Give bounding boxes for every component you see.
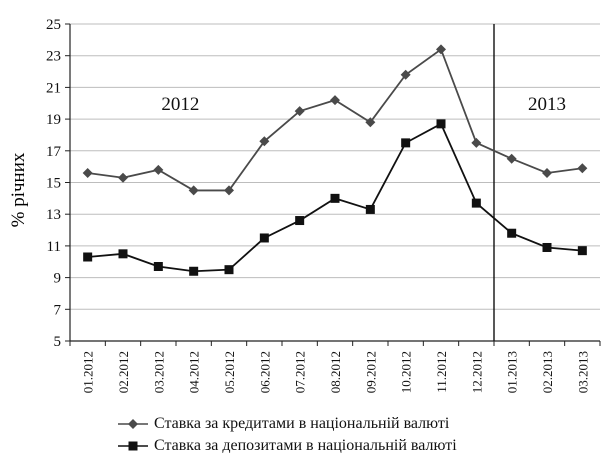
x-tick-label: 07.2012 xyxy=(293,351,308,393)
legend-label-deposit: Ставка за депозитами в національній валю… xyxy=(154,437,457,454)
x-tick-label: 06.2012 xyxy=(257,351,272,393)
data-point-square xyxy=(83,252,93,262)
data-point-diamond xyxy=(82,167,93,178)
x-tick-label: 02.2012 xyxy=(116,351,131,393)
data-point-square xyxy=(224,265,234,275)
y-tick-label: 19 xyxy=(46,112,61,128)
y-tick-label: 23 xyxy=(46,49,61,65)
x-tick-label: 05.2012 xyxy=(222,351,237,393)
data-point-square xyxy=(118,249,128,259)
annotation-2012: 2012 xyxy=(161,94,199,115)
data-point-square xyxy=(365,204,375,214)
legend-item-credit: Ставка за кредитами в національній валют… xyxy=(118,413,588,435)
legend-marker-square xyxy=(118,441,148,451)
y-tick-label: 7 xyxy=(54,302,62,318)
y-tick-label: 15 xyxy=(46,176,61,192)
data-point-diamond xyxy=(400,69,411,80)
x-tick-label: 11.2012 xyxy=(434,351,449,393)
x-tick-label: 02.2013 xyxy=(540,351,555,393)
data-point-square xyxy=(401,138,411,148)
data-point-diamond xyxy=(365,117,376,128)
legend-item-deposit: Ставка за депозитами в національній валю… xyxy=(118,435,588,457)
annotation-2013: 2013 xyxy=(528,94,566,115)
data-point-diamond xyxy=(259,136,270,147)
data-point-diamond xyxy=(471,137,482,148)
data-point-diamond xyxy=(224,185,234,196)
y-tick-label: 5 xyxy=(54,334,62,350)
x-tick-label: 03.2012 xyxy=(151,351,166,393)
y-tick-label: 13 xyxy=(46,207,61,223)
y-tick-label: 11 xyxy=(47,239,61,255)
data-point-square xyxy=(189,266,199,276)
y-tick-label: 21 xyxy=(46,80,61,96)
x-tick-label: 09.2012 xyxy=(363,351,378,393)
data-point-diamond xyxy=(542,167,552,178)
x-tick-label: 01.2013 xyxy=(505,351,520,393)
y-tick-label: 25 xyxy=(46,17,61,33)
x-tick-label: 10.2012 xyxy=(399,351,414,393)
data-point-square xyxy=(153,262,163,272)
y-axis: 5 7 9 11 13 15 17 19 21 23 25 xyxy=(46,17,71,350)
data-point-diamond xyxy=(330,95,340,106)
legend-marker-diamond xyxy=(118,419,148,429)
x-tick-label: 12.2012 xyxy=(469,351,484,393)
data-point-diamond xyxy=(506,153,517,164)
grid-lines xyxy=(70,23,600,310)
data-point-square xyxy=(577,246,587,256)
data-point-square xyxy=(295,216,305,226)
data-point-square xyxy=(507,228,517,238)
legend-label-credit: Ставка за кредитами в національній валют… xyxy=(154,415,450,432)
data-point-diamond xyxy=(188,185,199,196)
data-point-square xyxy=(436,119,446,129)
year-annotations: 2012 2013 xyxy=(161,94,566,115)
data-point-square xyxy=(330,193,340,203)
data-point-diamond xyxy=(153,164,164,175)
x-axis: 01.2012 02.2012 03.2012 04.2012 05.2012 06.20… xyxy=(69,340,601,393)
y-tick-label: 17 xyxy=(46,144,62,160)
series-layer xyxy=(82,44,588,276)
legend: Ставка за кредитами в національній валют… xyxy=(118,413,588,457)
x-tick-label: 03.2013 xyxy=(575,351,590,393)
x-tick-label: 01.2012 xyxy=(81,351,96,393)
data-point-square xyxy=(542,242,552,252)
data-point-diamond xyxy=(577,163,588,174)
y-axis-label: % річних xyxy=(8,152,29,227)
data-point-diamond xyxy=(436,44,446,55)
x-tick-label: 08.2012 xyxy=(328,351,343,393)
y-tick-label: 9 xyxy=(54,271,62,287)
data-point-diamond xyxy=(118,172,128,183)
data-point-diamond xyxy=(294,106,305,117)
data-point-square xyxy=(259,233,269,243)
x-tick-label: 04.2012 xyxy=(187,351,202,393)
data-point-square xyxy=(471,198,481,208)
